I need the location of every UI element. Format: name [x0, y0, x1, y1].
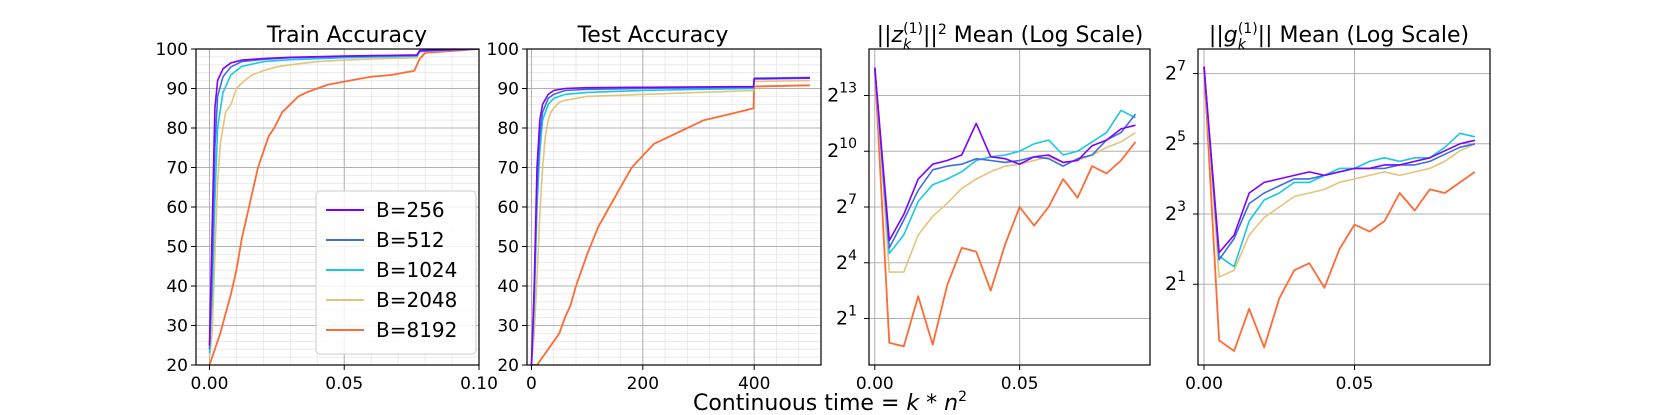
title-pre: || — [877, 23, 892, 48]
y-tick-label: 70 — [497, 159, 519, 179]
x-tick-label: 400 — [738, 374, 770, 394]
xlabel-main: Continuous time — [693, 391, 881, 415]
y-tick-label: 27 — [1165, 59, 1186, 85]
y-tick-label: 90 — [166, 80, 188, 100]
y-tick-label: 100 — [156, 40, 188, 60]
x-tick-label: 0.05 — [325, 374, 363, 394]
series-line-b-2048 — [874, 67, 1136, 273]
title-sup: (1) — [1238, 21, 1258, 37]
x-tick-label: 0.05 — [1001, 374, 1039, 394]
y-tick-label: 40 — [497, 277, 519, 297]
y-tick-label: 23 — [1165, 199, 1186, 225]
y-tick-label: 40 — [166, 277, 188, 297]
title-post: || — [1258, 23, 1273, 48]
test-accuracy-title: Test Accuracy — [577, 23, 729, 48]
x-tick-label: 0.10 — [460, 374, 498, 394]
y-tick-label: 20 — [166, 356, 188, 376]
title-rest: Mean (Log Scale) — [1273, 23, 1470, 48]
plot-frame — [526, 48, 822, 366]
x-tick-label: 0 — [526, 374, 537, 394]
series-line-b-256 — [530, 77, 810, 365]
series-line-b-8192 — [873, 67, 1137, 348]
legend-label: B=8192 — [376, 318, 457, 342]
z-norm-panel: ||zk(1)||2 Mean (Log Scale) 212427210213… — [827, 21, 1151, 394]
plot-frame — [868, 48, 1151, 366]
plot-frame — [195, 48, 480, 366]
series-line-b-256 — [1203, 66, 1476, 254]
title-sub: k — [1238, 37, 1247, 53]
y-tick-label: 210 — [827, 136, 857, 162]
test-accuracy-panel: Test Accuracy 20 30 40 50 60 70 80 90 100 0 200 400 — [487, 23, 822, 394]
y-tick-label: 24 — [836, 248, 857, 274]
title-rest: Mean (Log Scale) — [947, 23, 1144, 48]
series-line-b-2048 — [530, 79, 810, 365]
y-tick-label: 90 — [497, 80, 519, 100]
xlabel-star: * — [919, 391, 944, 415]
title-var: z — [890, 23, 903, 48]
xlabel-exp: 2 — [958, 389, 967, 405]
series-line-b-256 — [874, 67, 1136, 242]
x-tick-label: 0.00 — [191, 374, 229, 394]
legend-box — [315, 190, 477, 355]
z-norm-title: ||zk(1)||2 Mean (Log Scale) — [877, 21, 1144, 53]
series-line-b-512 — [1203, 66, 1476, 261]
y-tick-label: 50 — [497, 238, 519, 258]
series-line-b-1024 — [874, 67, 1136, 255]
y-tick-label: 30 — [497, 317, 519, 337]
legend-label: B=512 — [376, 228, 445, 252]
y-tick-label: 27 — [836, 192, 857, 218]
series-line-b-2048 — [1203, 66, 1476, 279]
y-tick-label: 80 — [166, 119, 188, 139]
y-tick-label: 213 — [827, 80, 857, 106]
title-var: g — [1224, 23, 1238, 48]
title-sub: k — [903, 37, 912, 53]
y-tick-label: 20 — [497, 356, 519, 376]
y-tick-label: 50 — [166, 238, 188, 258]
x-tick-label: 0.00 — [856, 374, 894, 394]
y-tick-label: 30 — [166, 317, 188, 337]
series-line-b-2048 — [208, 49, 479, 358]
y-tick-label: 21 — [1165, 269, 1186, 295]
x-tick-label: 200 — [627, 374, 659, 394]
series-line-b-512 — [874, 67, 1137, 249]
series-line-b-256 — [208, 49, 479, 346]
y-tick-label: 60 — [166, 198, 188, 218]
title-pow: 2 — [938, 22, 947, 38]
legend-label: B=1024 — [376, 258, 457, 282]
legend: B=256 B=512 B=1024 B=2048 B=8192 — [315, 190, 477, 355]
title-sup: (1) — [903, 21, 923, 37]
g-norm-title: ||gk(1)|| Mean (Log Scale) — [1209, 21, 1469, 53]
series-line-b-8192 — [208, 49, 479, 365]
legend-label: B=2048 — [376, 288, 457, 312]
xlabel-k: k — [906, 391, 920, 415]
x-tick-label: 0.00 — [1185, 374, 1223, 394]
y-tick-label: 100 — [487, 40, 519, 60]
plot-frame — [1197, 48, 1491, 366]
xlabel-eq: = — [881, 391, 906, 415]
y-tick-label: 70 — [166, 159, 188, 179]
xlabel-n: n — [944, 391, 958, 415]
y-tick-label: 21 — [836, 304, 857, 330]
shared-xlabel: Continuous time = k * n2 — [693, 389, 967, 415]
series-line-b-8192 — [1203, 66, 1476, 352]
title-post: || — [923, 23, 938, 48]
x-tick-label: 0.05 — [1336, 374, 1374, 394]
y-tick-label: 80 — [497, 119, 519, 139]
series-line-b-1024 — [530, 76, 810, 365]
y-tick-label: 25 — [1165, 129, 1186, 155]
train-accuracy-title: Train Accuracy — [266, 23, 427, 48]
series-line-b-512 — [530, 77, 810, 365]
title-pre: || — [1209, 23, 1224, 48]
y-tick-label: 60 — [497, 198, 519, 218]
legend-label: B=256 — [376, 198, 445, 222]
series-line-b-8192 — [531, 84, 810, 365]
